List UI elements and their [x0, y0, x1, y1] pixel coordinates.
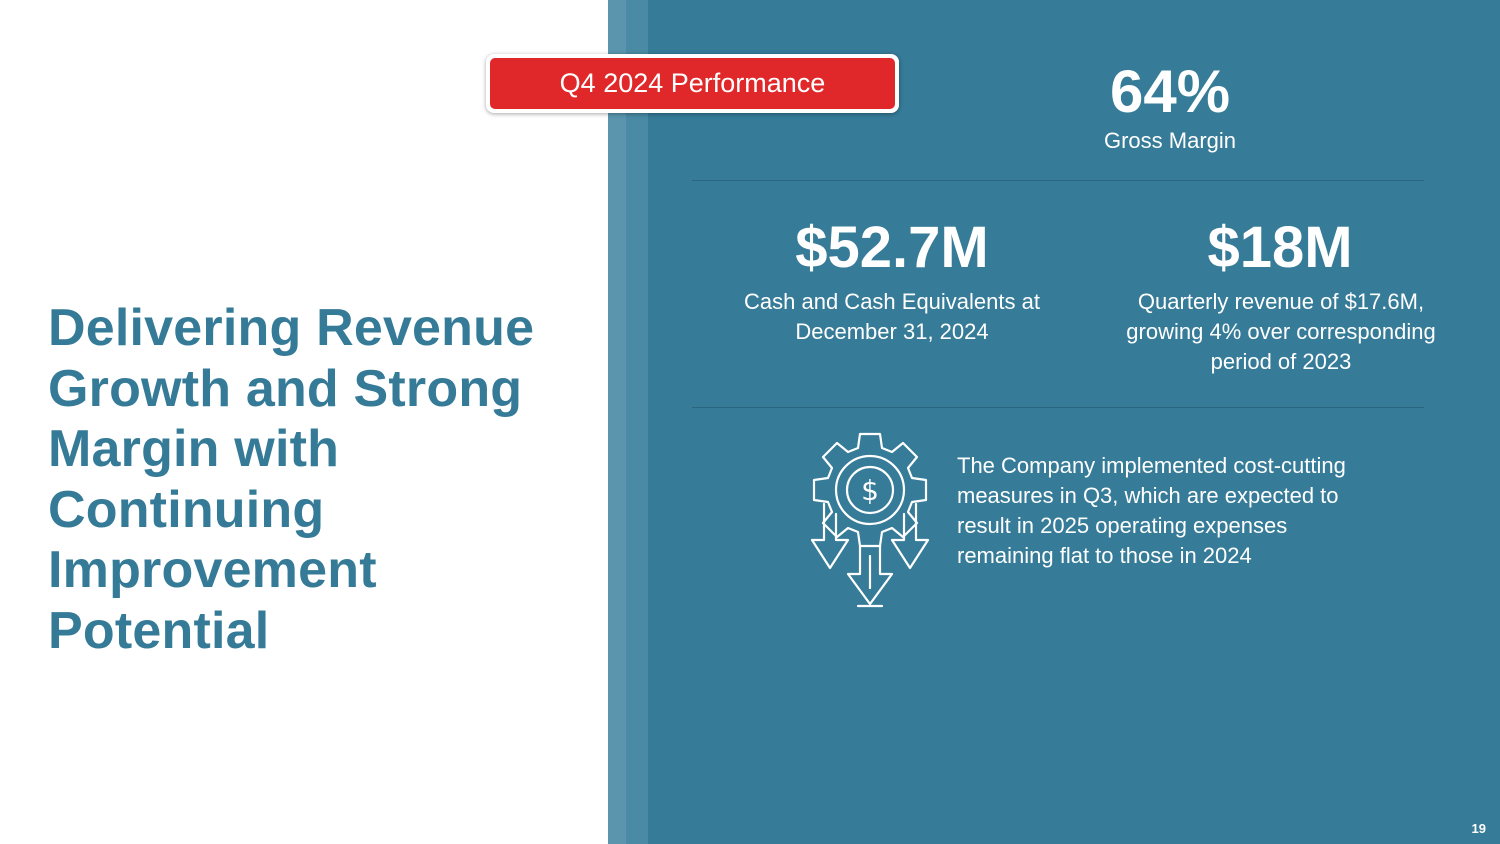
cash-value: $52.7M	[795, 215, 989, 280]
gross-margin-label: Gross Margin	[1103, 128, 1237, 153]
gear-dollar-down-arrows-icon: $	[808, 428, 932, 610]
left-panel: Delivering Revenue Growth and Strong Mar…	[0, 0, 608, 844]
revenue-value: $18M	[1207, 215, 1353, 280]
accent-stripe-mid	[626, 0, 648, 844]
page-number: 19	[1471, 821, 1486, 836]
period-tag-label: Q4 2024 Performance	[490, 58, 895, 109]
divider-top	[692, 180, 1424, 181]
svg-text:$: $	[861, 474, 879, 507]
cash-label: Cash and Cash Equivalents at December 31…	[744, 289, 1040, 344]
cost-cutting-note: The Company implemented cost-cutting mea…	[957, 453, 1346, 568]
slide-headline: Delivering Revenue Growth and Strong Mar…	[48, 299, 535, 660]
divider-bottom	[692, 407, 1424, 408]
accent-stripe-light	[608, 0, 626, 844]
gross-margin-value: 64%	[1109, 58, 1231, 125]
period-tag: Q4 2024 Performance	[486, 54, 899, 113]
right-panel	[648, 0, 1500, 844]
revenue-label: Quarterly revenue of $17.6M, growing 4% …	[1126, 289, 1436, 374]
